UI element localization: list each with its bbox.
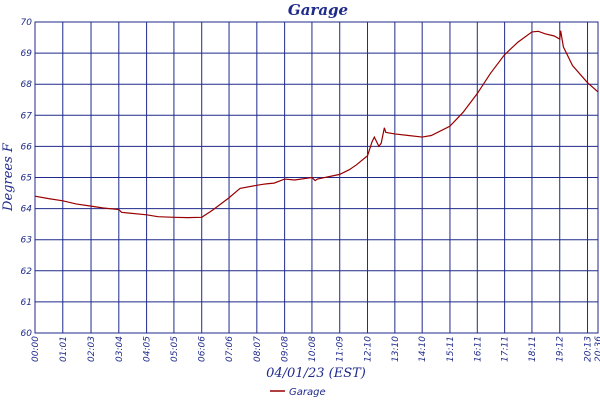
x-tick-label: 16:11: [473, 336, 483, 362]
x-tick-label: 03:04: [115, 336, 125, 362]
y-tick-label: 70: [21, 18, 33, 28]
y-tick-label: 67: [21, 111, 33, 121]
x-tick-label: 14:10: [418, 336, 428, 362]
chart-title: Garage: [288, 1, 348, 19]
x-tick-label: 05:05: [170, 336, 180, 362]
y-tick-label: 64: [21, 205, 33, 215]
x-tick-label: 19:12: [556, 336, 566, 362]
series-layer: [34, 30, 599, 219]
y-tick-label: 61: [21, 298, 32, 308]
y-axis-ticks: 60 61 62 63 64 65 66 67 68 69 70: [21, 18, 33, 339]
legend-label-garage: Garage: [289, 387, 326, 398]
x-tick-label: 18:11: [528, 336, 538, 362]
legend: Garage: [270, 387, 326, 398]
x-tick-label: 07:06: [225, 336, 235, 362]
x-tick-label: 20:36: [594, 336, 600, 362]
x-tick-label: 01:01: [59, 336, 69, 362]
x-tick-label: 04:05: [143, 336, 153, 362]
grid-layer: [35, 22, 598, 333]
y-tick-label: 66: [21, 142, 33, 152]
x-tick-label: 09:08: [281, 336, 291, 362]
plot-area-border: [34, 21, 599, 334]
y-tick-label: 68: [21, 80, 33, 90]
x-axis-ticks: 00:00 01:01 02:03 03:04 04:05 05:05 06:06 07:06…: [31, 336, 600, 362]
x-tick-label: 12:10: [364, 336, 374, 362]
y-tick-label: 69: [21, 49, 33, 59]
x-tick-label: 17:11: [501, 336, 511, 362]
x-tick-label: 06:06: [198, 336, 208, 362]
y-tick-label: 60: [21, 329, 33, 339]
x-tick-label: 02:03: [87, 336, 97, 362]
y-axis-label: Degrees F: [1, 142, 16, 212]
x-tick-label: 20:13: [584, 336, 594, 362]
y-tick-label: 63: [21, 236, 33, 246]
x-tick-label: 08:07: [253, 336, 263, 362]
series-line-garage: [34, 30, 599, 219]
x-tick-label: 00:00: [31, 336, 41, 362]
x-tick-label: 11:09: [336, 336, 346, 362]
x-tick-label: 13:10: [391, 336, 401, 362]
x-tick-label: 15:11: [446, 336, 456, 362]
y-tick-label: 65: [21, 174, 33, 184]
x-axis-label: 04/01/23 (EST): [266, 366, 366, 381]
x-tick-label: 10:08: [308, 336, 318, 362]
y-tick-label: 62: [21, 267, 33, 277]
